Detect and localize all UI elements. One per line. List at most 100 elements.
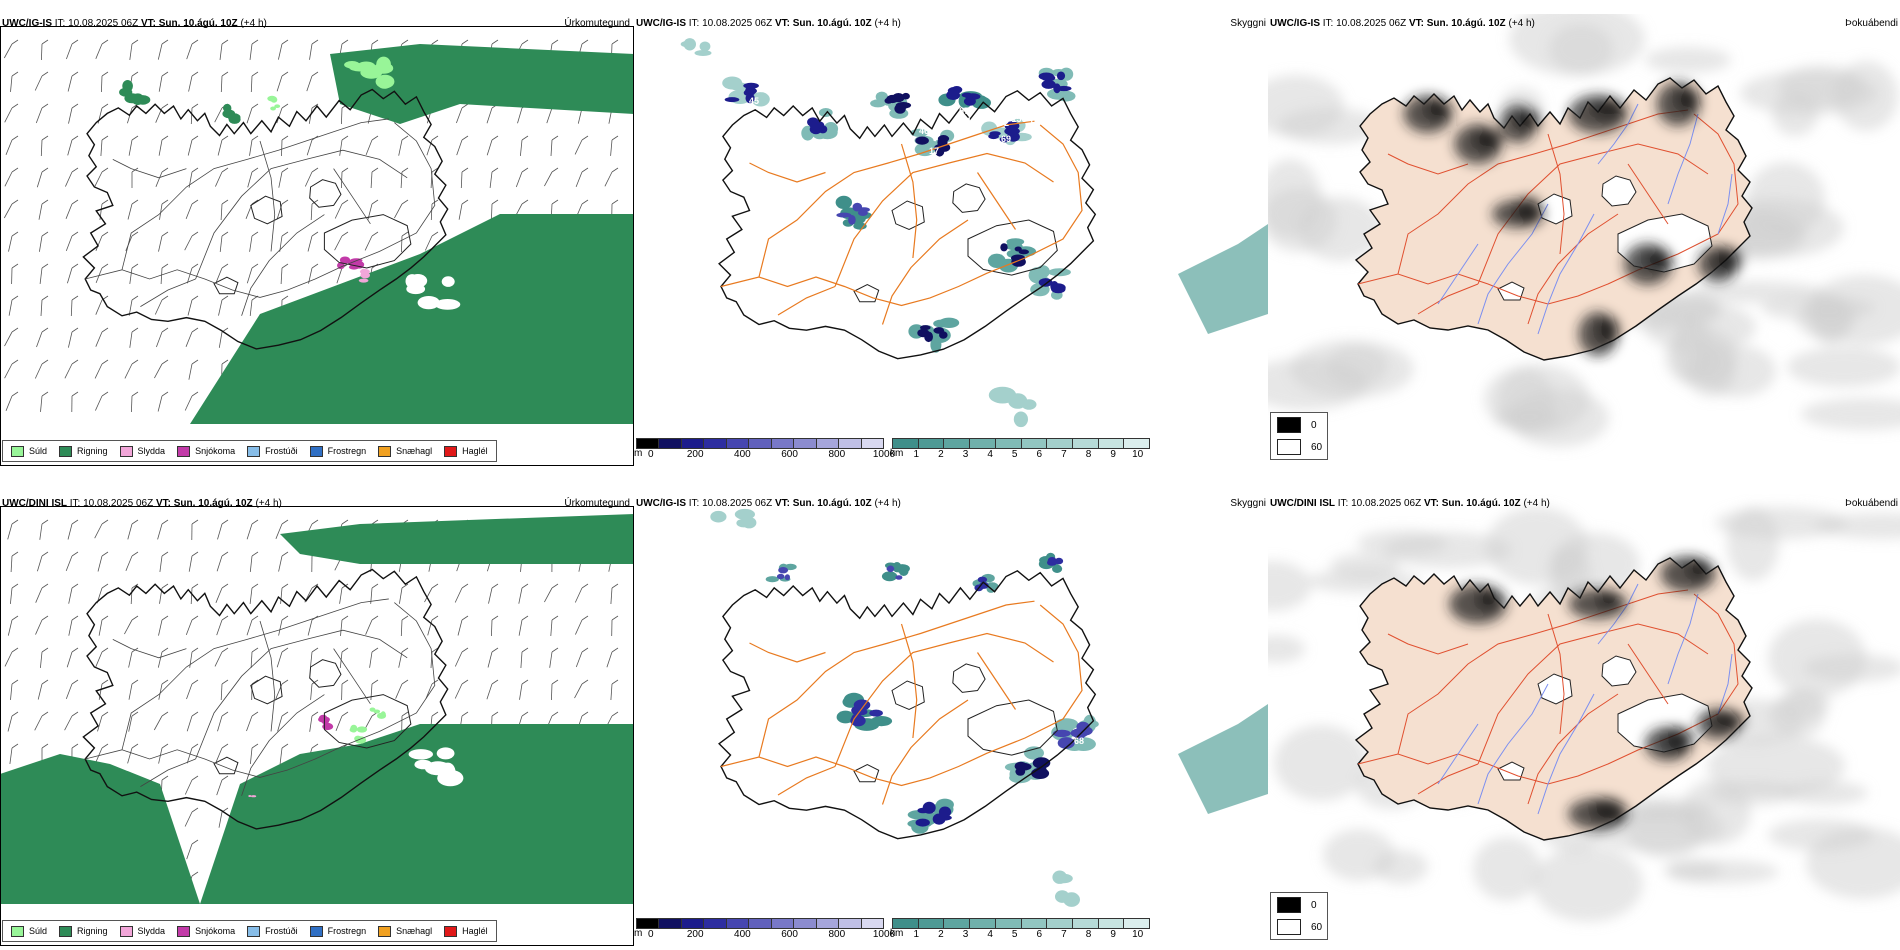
colorbar-tick: 1000 xyxy=(872,929,896,940)
colorbar-swatch xyxy=(726,919,750,928)
precip-map xyxy=(0,514,634,904)
cloud-base-label: 72 xyxy=(999,118,1009,128)
road-line xyxy=(900,143,918,259)
river-line xyxy=(1437,243,1479,305)
glacier-outline xyxy=(309,659,342,688)
panel-header: UWC/IG-IS IT: 10.08.2025 06Z VT: Sun. 10… xyxy=(1270,18,1535,29)
road-line xyxy=(112,159,187,179)
legend-item: Rigning xyxy=(59,925,108,937)
legend-item: Frostregn xyxy=(309,925,367,937)
panel-header: UWC/IG-IS IT: 10.08.2025 06Z VT: Sun. 10… xyxy=(2,18,267,29)
colorbar-tick: 10 xyxy=(1132,929,1144,940)
ceiling-colorbar: 0 200 400 600 800 1000 m xyxy=(634,438,895,461)
road-line xyxy=(241,214,325,316)
lead-time: (+4 h) xyxy=(1523,498,1550,509)
legend-item: Snjókoma xyxy=(177,445,235,457)
river-line xyxy=(1597,103,1639,165)
cloud-base-label: 156 xyxy=(1011,114,1026,124)
road-line xyxy=(1477,623,1709,765)
colorbar-strip xyxy=(892,438,1150,449)
colorbar-tick: 6 xyxy=(1036,929,1043,940)
colorbar-swatch xyxy=(659,919,682,928)
colorbar-swatch xyxy=(794,439,817,448)
colorbar-tick: 5 xyxy=(1011,929,1018,940)
colorbar-swatch xyxy=(749,439,772,448)
colorbar-tick: 1 xyxy=(913,449,920,460)
cloud-base-label: 41 xyxy=(739,66,749,76)
fog-indicator-area xyxy=(1449,555,1745,831)
colorbar-swatch xyxy=(1072,439,1099,448)
panel-title: Skyggni xyxy=(1230,498,1266,509)
glacier-outline xyxy=(309,179,342,208)
init-time: 10.08.2025 06Z xyxy=(1336,18,1407,29)
road-line xyxy=(720,604,1083,787)
precip-type-panel: UWC/DINI ISL IT: 10.08.2025 06Z VT: Sun.… xyxy=(0,494,634,944)
road-line xyxy=(195,629,408,760)
colorbar-swatch xyxy=(1124,439,1150,448)
lead-time: (+4 h) xyxy=(1508,18,1535,29)
cloud-base-label: 46 xyxy=(919,126,929,136)
road-line xyxy=(140,758,196,787)
vt-label: VT: xyxy=(1423,498,1439,509)
road-line xyxy=(333,648,371,705)
it-label: IT: xyxy=(54,18,66,29)
colorbar-swatch xyxy=(995,439,1022,448)
road-line xyxy=(977,652,1016,710)
road-line xyxy=(1527,213,1619,325)
fog-map xyxy=(1268,507,1900,922)
fog-legend-swatch xyxy=(1277,919,1301,935)
cloud-base-label: 139 xyxy=(936,838,951,848)
model-name: UWC/IG-IS xyxy=(636,498,686,509)
low-visibility-area xyxy=(680,38,1268,428)
road-line xyxy=(777,765,836,796)
road-line xyxy=(977,172,1016,230)
fog-legend-label: 0 xyxy=(1311,419,1317,431)
lead-time: (+4 h) xyxy=(874,18,901,29)
road-line xyxy=(1357,593,1739,785)
lead-time: (+4 h) xyxy=(255,498,282,509)
road-line xyxy=(333,168,371,225)
precip-legend: Súld Rigning Slydda Snjókoma Frostúði Frostre… xyxy=(2,920,497,942)
colorbar-tick: 800 xyxy=(828,449,846,460)
glacier-outline xyxy=(250,195,283,225)
road-line xyxy=(140,278,196,307)
road-line xyxy=(195,149,408,280)
colorbar-tick: 400 xyxy=(734,449,751,460)
road-line xyxy=(881,699,969,805)
cloud-base-label: 67 xyxy=(1059,758,1069,768)
cloud-base-label: 70 xyxy=(979,361,989,371)
vt-label: VT: xyxy=(155,498,171,509)
road-line xyxy=(1357,113,1739,305)
colorbar-tick: 3 xyxy=(962,449,969,460)
precip-legend: Súld Rigning Slydda Snjókoma Frostúði Frostre… xyxy=(2,440,497,462)
legend-label: Frostregn xyxy=(327,926,367,936)
road-line xyxy=(1397,109,1689,275)
legend-label: Haglél xyxy=(462,926,488,936)
colorbar-tick: 9 xyxy=(1110,449,1116,460)
colorbar-strip xyxy=(636,438,884,449)
precip-type-panel: UWC/IG-IS IT: 10.08.2025 06Z VT: Sun. 10… xyxy=(0,14,634,464)
legend-swatch xyxy=(309,925,323,937)
legend-item: Súld xyxy=(11,925,47,937)
river-line xyxy=(1597,583,1639,645)
colorbar-swatch xyxy=(893,919,919,928)
colorbar-swatch xyxy=(861,439,883,448)
colorbar-unit: m xyxy=(634,928,643,939)
fog-legend-label: 0 xyxy=(1311,899,1317,911)
river-line xyxy=(1667,593,1699,685)
road-line xyxy=(777,285,836,316)
colorbar-swatch xyxy=(1072,919,1099,928)
glacier-outline xyxy=(952,663,986,693)
coastline xyxy=(82,568,449,830)
fog-legend-label: 60 xyxy=(1311,921,1323,933)
model-name: UWC/DINI ISL xyxy=(1270,498,1335,509)
colorbar-swatch xyxy=(771,439,795,448)
colorbar-tick: 0 xyxy=(648,929,654,940)
road-line xyxy=(1387,153,1469,175)
it-label: IT: xyxy=(1322,18,1334,29)
cloud-base-label: 7 xyxy=(906,371,911,381)
road-line xyxy=(85,122,436,298)
colorbar-ticks: 0 200 400 600 800 1000 xyxy=(648,449,895,461)
cloud-base-label: 110 xyxy=(937,361,952,371)
fog-legend-item: 60 xyxy=(1277,439,1322,455)
